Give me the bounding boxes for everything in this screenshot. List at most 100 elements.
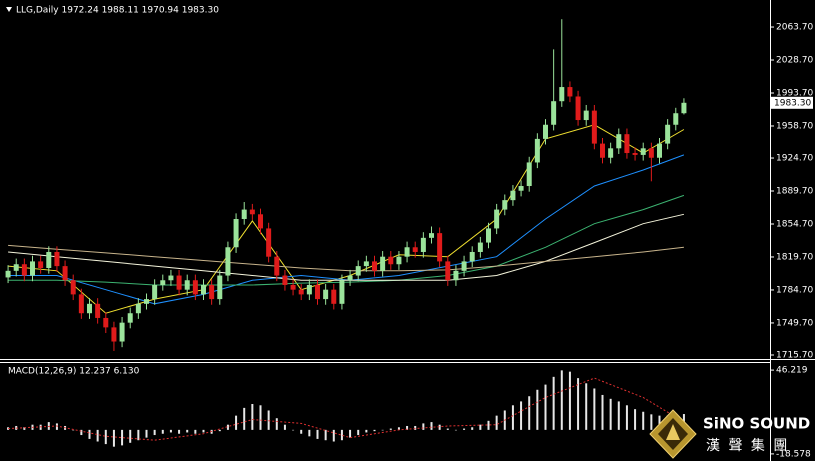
candle-body	[249, 209, 255, 215]
macd-title: MACD(12,26,9) 12.237 6.130	[8, 367, 140, 377]
candle-body	[477, 242, 483, 252]
candle-body	[518, 186, 524, 191]
candle-body	[266, 228, 272, 257]
candle-body	[225, 247, 231, 276]
candle-body	[5, 270, 11, 278]
candle-body	[217, 275, 223, 300]
candle-body	[640, 148, 646, 155]
candle-body	[274, 256, 280, 276]
candle-body	[445, 261, 451, 281]
candle-body	[306, 284, 312, 295]
y-tick-label: 1715.70	[776, 350, 813, 360]
y-tick-label: 1784.70	[776, 285, 813, 295]
macd-bar	[186, 429, 189, 433]
candle-body	[144, 299, 149, 304]
candle-body	[103, 317, 109, 328]
candle-body	[192, 280, 198, 295]
candle-body	[648, 148, 654, 158]
candle-body	[600, 143, 605, 158]
macd-bar	[389, 428, 392, 430]
macd-bar	[259, 405, 262, 430]
candle-body	[526, 162, 532, 187]
y-tick-label: 1924.70	[776, 154, 813, 164]
candle-body	[355, 266, 361, 276]
candle-body	[209, 284, 215, 300]
y-tick-label: 46.219	[776, 366, 808, 376]
macd-bar	[194, 429, 197, 434]
candle-body	[543, 124, 548, 139]
candle-body	[233, 218, 239, 248]
macd-bar	[202, 429, 205, 433]
macd-bar	[511, 405, 514, 430]
macd-bar	[381, 429, 384, 431]
candle-body	[575, 96, 581, 121]
y-tick-label: 1749.70	[776, 318, 813, 328]
macd-bar	[422, 423, 425, 430]
macd-bar	[373, 429, 376, 432]
candle-body	[412, 247, 418, 252]
candle-body	[339, 280, 345, 304]
logo-name: SiNO SOUND	[703, 415, 810, 433]
candle-body	[673, 113, 679, 125]
candle-body	[152, 284, 158, 300]
macd-bar	[357, 429, 360, 436]
candle-body	[160, 280, 166, 285]
y-tick-label: 1819.70	[776, 252, 813, 262]
macd-bar	[153, 429, 156, 436]
macd-bar	[7, 427, 10, 430]
candle-body	[510, 190, 516, 201]
macd-bar	[300, 429, 303, 434]
macd-bar	[568, 371, 571, 430]
macd-bar	[609, 398, 612, 430]
y-tick-label: 1958.70	[776, 121, 813, 131]
candle-body	[241, 209, 247, 219]
macd-bar	[178, 429, 181, 434]
candle-body	[388, 256, 394, 265]
macd-bar	[528, 396, 531, 430]
macd-bar	[463, 428, 466, 430]
macd-bar	[129, 429, 132, 443]
macd-bar	[406, 425, 409, 430]
macd-bar	[324, 429, 327, 441]
candle-body	[21, 264, 27, 276]
macd-bar	[414, 425, 417, 430]
price-marker-box	[771, 96, 813, 109]
macd-bar	[243, 407, 246, 430]
macd-bar	[226, 424, 229, 430]
macd-bar	[340, 429, 343, 441]
candle-body	[282, 275, 288, 285]
macd-bar	[137, 429, 140, 441]
macd-bar	[577, 378, 580, 430]
macd-bar	[275, 418, 278, 430]
macd-bar	[169, 429, 172, 433]
candle-body	[616, 134, 622, 149]
candle-body	[559, 87, 565, 102]
candle-body	[54, 251, 60, 267]
y-tick-label: 1993.70	[776, 88, 813, 98]
candle-body	[534, 138, 540, 163]
y-tick-label: 2063.70	[776, 23, 813, 33]
macd-bar	[438, 424, 441, 430]
candle-body	[135, 303, 141, 314]
candle-body	[583, 110, 589, 121]
candle-body	[13, 264, 19, 271]
candle-body	[591, 110, 597, 144]
menu-arrow	[6, 7, 12, 12]
macd-bar	[487, 420, 490, 430]
macd-bar	[104, 429, 107, 445]
macd-bar	[218, 429, 221, 432]
candle-body	[681, 102, 687, 114]
macd-bar	[544, 384, 547, 430]
macd-bar	[471, 427, 474, 430]
candle-body	[184, 280, 190, 290]
candle-body	[258, 214, 263, 229]
candle-body	[87, 303, 92, 314]
candle-body	[372, 261, 377, 271]
candle-body	[502, 200, 508, 210]
chart-title: LLG,Daily 1972.24 1988.11 1970.94 1983.3…	[16, 6, 219, 16]
macd-bar	[479, 424, 482, 430]
candle-body	[46, 251, 52, 269]
candle-body	[486, 228, 491, 243]
candle-body	[429, 233, 434, 238]
candle-body	[437, 233, 443, 262]
